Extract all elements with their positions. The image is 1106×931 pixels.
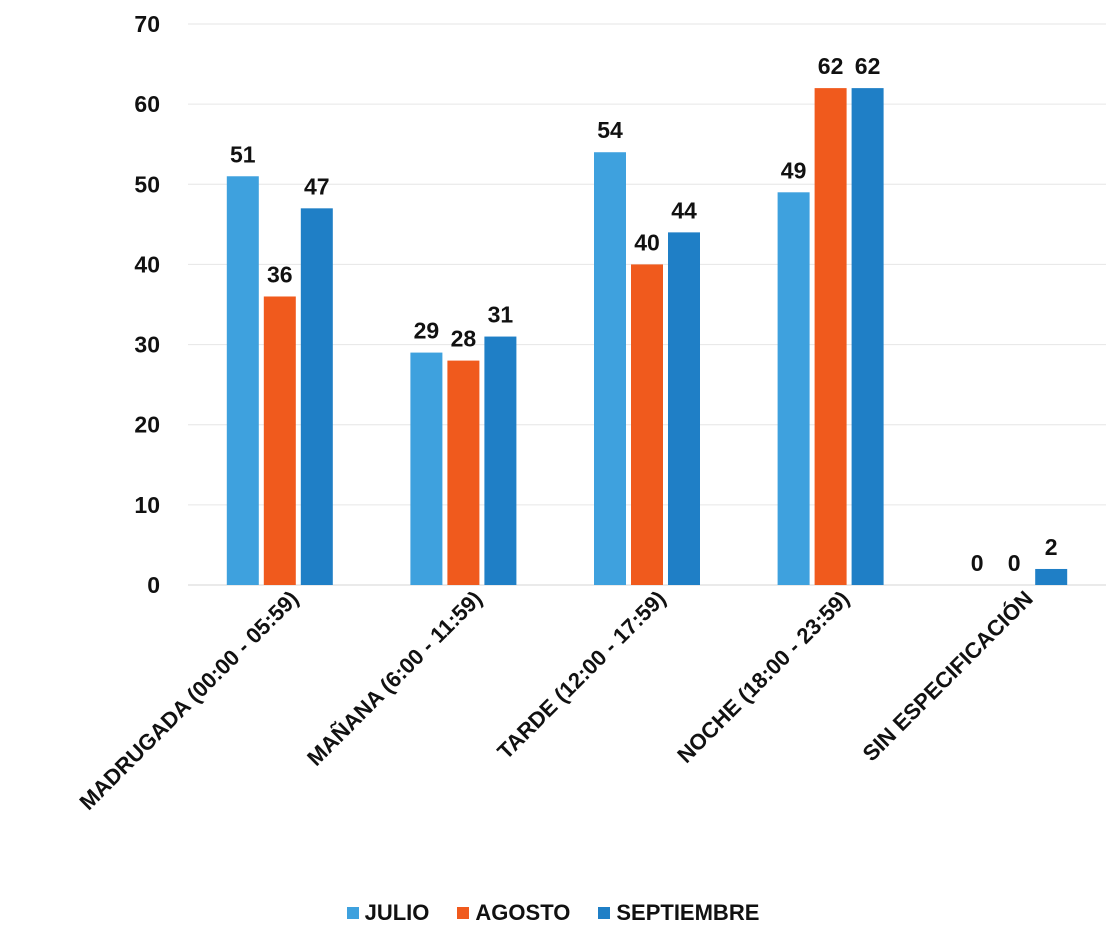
data-label: 44: [671, 197, 697, 223]
x-category-label: MADRUGADA (00:00 - 05:59): [74, 586, 303, 815]
data-label: 47: [304, 173, 330, 199]
legend-swatch-julio: [346, 907, 359, 919]
x-category-label: MAÑANA (6:00 - 11:59): [302, 586, 487, 771]
legend: JULIO AGOSTO SEPTIEMBRE: [0, 900, 1106, 926]
legend-item-julio: JULIO: [346, 900, 430, 926]
data-label: 62: [855, 53, 881, 79]
bar-septiembre-tarde-12-00-17-59: [668, 232, 700, 585]
bar-agosto-manana-6-00-11-59: [447, 360, 480, 585]
x-axis-labels: MADRUGADA (00:00 - 05:59)MAÑANA (6:00 - …: [74, 586, 1037, 815]
data-label: 29: [414, 318, 440, 344]
data-label: 0: [1008, 550, 1021, 576]
data-label: 51: [230, 141, 256, 167]
legend-label-septiembre: SEPTIEMBRE: [616, 900, 760, 925]
data-label: 31: [488, 302, 514, 328]
y-tick-label: 70: [134, 11, 160, 37]
bars: [226, 88, 1068, 586]
legend-item-septiembre: SEPTIEMBRE: [598, 900, 759, 926]
bar-septiembre-sin-especificacion: [1035, 568, 1068, 585]
x-category-label: SIN ESPECIFICACIÓN: [858, 586, 1038, 766]
y-tick-label: 0: [147, 572, 160, 598]
y-tick-label: 60: [134, 91, 160, 117]
bar-agosto-noche-18-00-23-59: [814, 88, 847, 585]
legend-item-agosto: AGOSTO: [457, 900, 570, 926]
y-tick-label: 40: [134, 251, 160, 277]
data-label: 28: [451, 326, 477, 352]
bar-septiembre-manana-6-00-11-59: [484, 336, 517, 585]
data-label: 36: [267, 261, 293, 287]
x-category-label: TARDE (12:00 - 17:59): [492, 586, 670, 764]
legend-swatch-agosto: [457, 907, 470, 919]
bar-agosto-madrugada-00-00-05-59: [263, 296, 296, 585]
bar-julio-noche-18-00-23-59: [777, 192, 810, 586]
y-tick-label: 30: [134, 332, 160, 358]
data-label: 0: [971, 550, 984, 576]
legend-label-agosto: AGOSTO: [475, 900, 571, 925]
legend-swatch-septiembre: [598, 907, 611, 919]
data-label: 2: [1045, 534, 1058, 560]
y-axis-ticks: 0 10 20 30 40 50 60 70: [134, 11, 160, 598]
bar-septiembre-noche-18-00-23-59: [851, 88, 884, 585]
y-tick-label: 10: [134, 492, 160, 518]
legend-label-julio: JULIO: [364, 900, 430, 925]
data-label: 54: [597, 117, 623, 143]
data-label: 62: [818, 53, 844, 79]
y-tick-label: 50: [134, 171, 160, 197]
x-category-label: NOCHE (18:00 - 23:59): [672, 586, 854, 768]
y-tick-label: 20: [134, 412, 160, 438]
bar-julio-manana-6-00-11-59: [410, 352, 443, 585]
bar-julio-madrugada-00-00-05-59: [226, 176, 259, 585]
bar-septiembre-madrugada-00-00-05-59: [300, 208, 333, 586]
data-label: 49: [781, 157, 807, 183]
data-label: 40: [634, 229, 660, 255]
bar-julio-tarde-12-00-17-59: [594, 152, 626, 585]
bar-agosto-tarde-12-00-17-59: [631, 264, 663, 585]
